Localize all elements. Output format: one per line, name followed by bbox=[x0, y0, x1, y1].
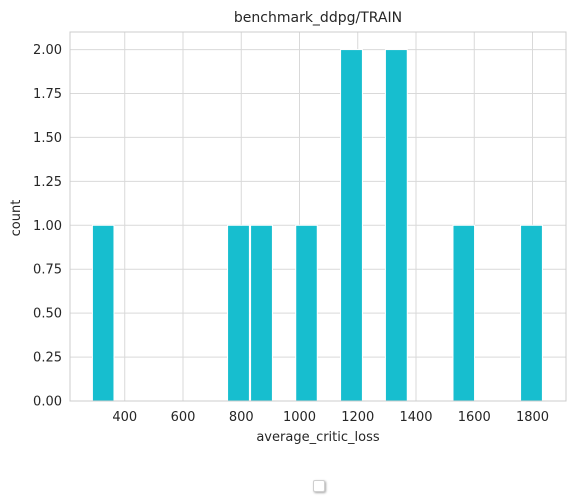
x-tick-label: 600 bbox=[171, 410, 196, 425]
plot-frame bbox=[69, 31, 567, 402]
y-axis-label: count bbox=[9, 200, 24, 237]
grid-lines bbox=[70, 32, 566, 402]
chart-title: benchmark_ddpg/TRAIN bbox=[234, 10, 402, 26]
legend-box bbox=[313, 480, 325, 492]
histogram-bar bbox=[250, 224, 273, 402]
y-tick-label: 0.00 bbox=[33, 395, 62, 410]
x-tick-label: 400 bbox=[112, 410, 137, 425]
histogram-bar bbox=[520, 224, 543, 402]
histogram-bar bbox=[227, 224, 250, 402]
x-tick-label: 1000 bbox=[283, 410, 316, 425]
y-tick-label: 1.50 bbox=[33, 131, 62, 146]
y-tick-label: 1.25 bbox=[33, 175, 62, 190]
histogram-bar bbox=[340, 49, 363, 402]
axes-frame bbox=[69, 31, 567, 402]
y-tick-labels: 0.00 0.25 0.50 0.75 1.00 1.25 1.50 1.75 2.00 bbox=[33, 43, 62, 409]
histogram-bar bbox=[384, 49, 408, 402]
x-tick-label: 1600 bbox=[458, 410, 491, 425]
x-axis-label: average_critic_loss bbox=[256, 430, 380, 445]
x-tick-label: 800 bbox=[229, 410, 254, 425]
x-tick-label: 1800 bbox=[516, 410, 549, 425]
histogram-bar bbox=[295, 224, 318, 402]
histogram-bar bbox=[452, 224, 476, 402]
y-tick-label: 0.50 bbox=[33, 307, 62, 322]
y-tick-label: 2.00 bbox=[33, 43, 62, 58]
x-tick-labels: 400 600 800 1000 1200 1400 1600 1800 bbox=[112, 410, 549, 425]
histogram-bar bbox=[91, 224, 115, 402]
y-tick-label: 1.75 bbox=[33, 87, 62, 102]
y-tick-label: 0.75 bbox=[33, 263, 62, 278]
y-tick-label: 0.25 bbox=[33, 351, 62, 366]
x-tick-label: 1200 bbox=[341, 410, 374, 425]
y-tick-label: 1.00 bbox=[33, 219, 62, 234]
x-tick-label: 1400 bbox=[399, 410, 432, 425]
